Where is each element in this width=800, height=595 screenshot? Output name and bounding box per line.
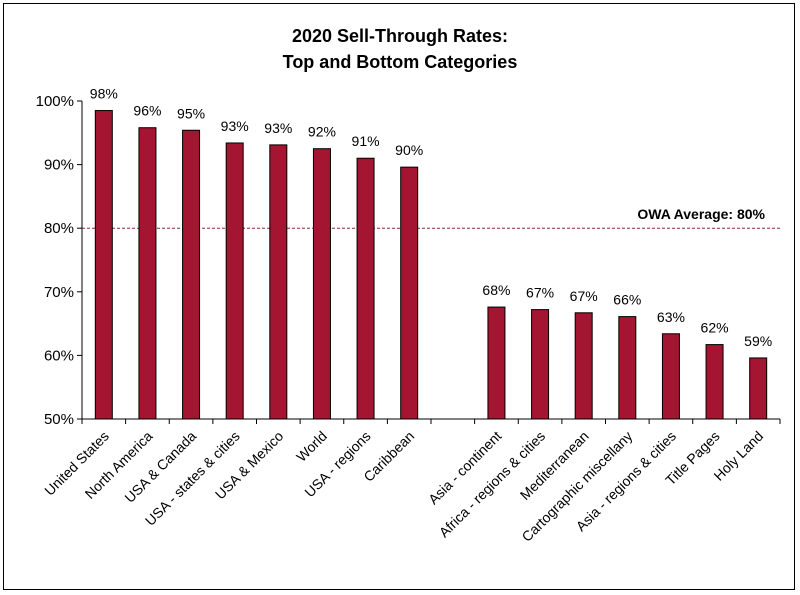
bar [661, 333, 680, 420]
category-label: Asia - continent [425, 428, 505, 508]
data-label: 66% [613, 292, 641, 308]
category-label: World [293, 428, 330, 465]
bar [487, 306, 506, 420]
chart-title-line2: Top and Bottom Categories [282, 52, 518, 72]
chart-title-line1: 2020 Sell-Through Rates: [291, 26, 509, 46]
y-tick-label: 90% [44, 157, 74, 174]
data-label: 92% [308, 124, 336, 140]
y-tick-label: 50% [44, 411, 74, 428]
bar [618, 316, 637, 420]
bar [225, 142, 244, 420]
bar [574, 312, 593, 420]
data-label: 98% [90, 86, 118, 102]
data-label: 67% [526, 285, 554, 301]
data-label: 68% [482, 282, 510, 298]
data-label: 96% [133, 103, 161, 119]
bar [138, 127, 157, 420]
data-label: 95% [177, 105, 205, 121]
y-tick-label: 100% [36, 93, 74, 110]
bar [94, 110, 113, 420]
data-label: 63% [657, 309, 685, 325]
data-label: 91% [352, 133, 380, 149]
bar [400, 166, 419, 420]
y-tick-label: 60% [44, 347, 74, 364]
bar [269, 144, 288, 420]
data-label: 62% [701, 320, 729, 336]
bar [705, 344, 724, 420]
data-label: 93% [221, 118, 249, 134]
owa-average-label: OWA Average: 80% [637, 206, 765, 222]
bar [356, 157, 375, 420]
bar [531, 309, 550, 420]
data-label: 59% [744, 333, 772, 349]
bar [749, 357, 768, 420]
chart-frame [3, 3, 795, 590]
data-label: 67% [570, 288, 598, 304]
data-label: 93% [264, 120, 292, 136]
bar [182, 129, 201, 420]
y-tick-label: 80% [44, 220, 74, 237]
y-tick-label: 70% [44, 284, 74, 301]
data-label: 90% [395, 142, 423, 158]
bar [312, 148, 331, 420]
